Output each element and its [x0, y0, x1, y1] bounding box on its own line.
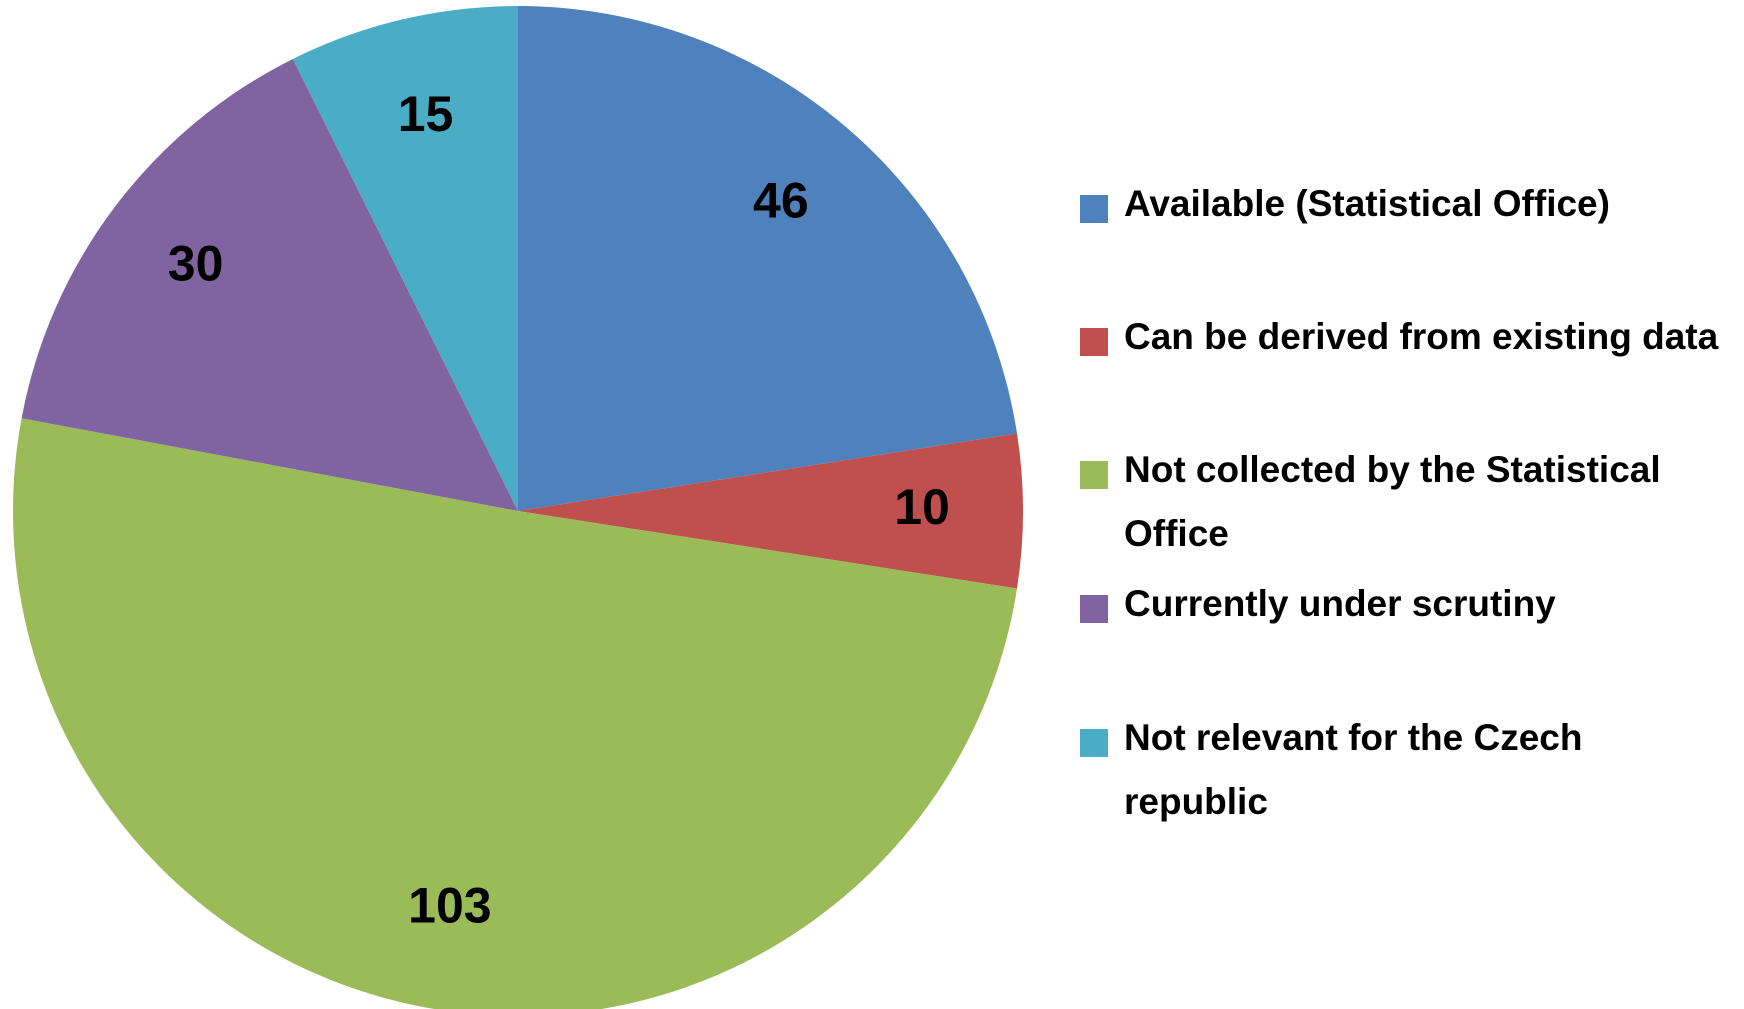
legend-label: Not relevant for the Czech republic: [1124, 717, 1583, 822]
data-label: 30: [168, 236, 224, 292]
data-label: 103: [408, 877, 491, 933]
legend-item: Currently under scrutiny: [1080, 583, 1730, 636]
data-label: 10: [894, 479, 950, 535]
legend-label: Can be derived from existing data: [1124, 316, 1719, 357]
pie-slice: [518, 433, 1023, 589]
pie-slice: [292, 6, 518, 511]
data-label: 46: [753, 172, 809, 228]
legend-swatch: [1080, 195, 1108, 223]
legend-label: Available (Statistical Office): [1124, 183, 1610, 224]
legend-swatch: [1080, 461, 1108, 489]
legend-item: Not relevant for the Czech republic: [1080, 717, 1730, 834]
legend-swatch: [1080, 729, 1108, 757]
legend-label: Currently under scrutiny: [1124, 583, 1556, 624]
pie-area: 46 10 103 30 15: [12, 6, 1023, 1009]
legend-swatch: [1080, 328, 1108, 356]
pie-slice: [518, 6, 1018, 511]
legend-item: Not collected by the Statistical Office: [1080, 449, 1730, 566]
pie-slice: [12, 418, 1018, 1009]
legend-label: Not collected by the Statistical Office: [1124, 449, 1661, 554]
data-label: 15: [398, 86, 454, 142]
legend-swatch: [1080, 595, 1108, 623]
legend-item: Available (Statistical Office): [1080, 183, 1730, 236]
legend-item: Can be derived from existing data: [1080, 316, 1730, 369]
pie-slice: [21, 58, 519, 512]
